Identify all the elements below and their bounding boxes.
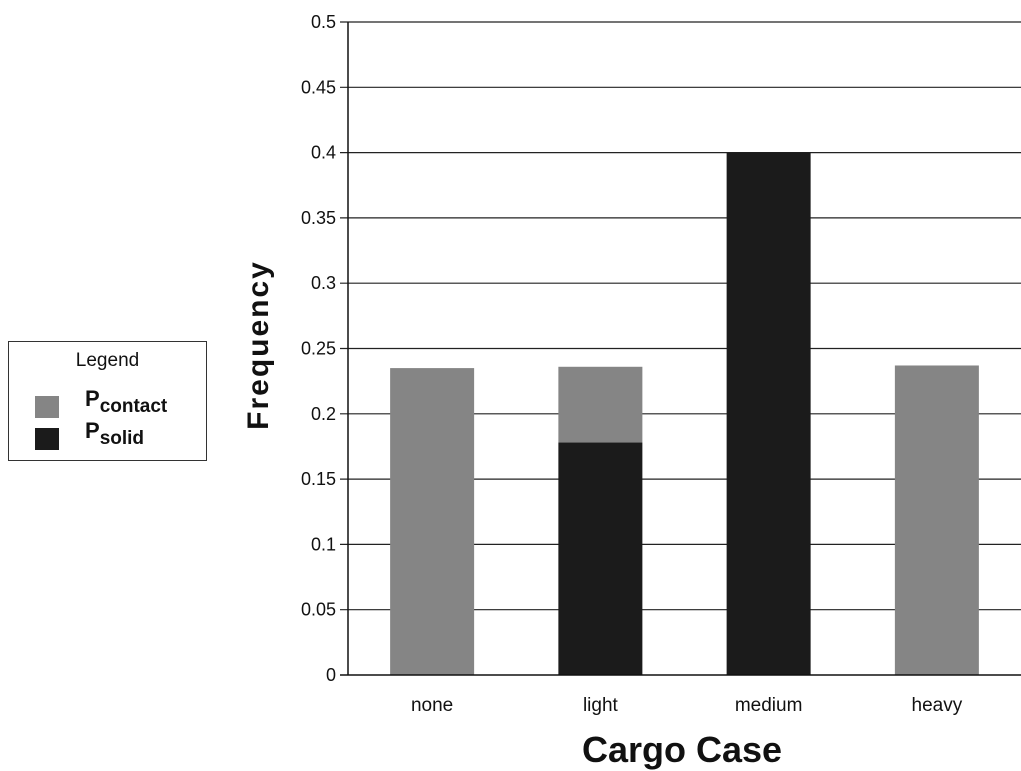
legend-label-contact: Pcontact [85,386,168,417]
y-tick-label: 0.25 [301,339,336,359]
y-tick-label: 0.35 [301,208,336,228]
legend-swatch-solid [35,428,59,450]
axes [340,22,1021,676]
bar-none-p-contact [390,368,475,675]
bar-medium-p-solid [726,152,811,676]
x-tick-labels: none light medium heavy [411,695,963,716]
x-tick-label: medium [735,695,803,716]
y-tick-label: 0.05 [301,600,336,620]
bar-heavy-p-contact [894,365,979,675]
y-tick-label: 0.5 [311,12,336,32]
bars [390,152,979,676]
y-axis-title: Frequency [242,260,275,430]
legend-swatch-contact [35,396,59,418]
y-tick-label: 0 [326,665,336,685]
x-tick-label: light [583,695,619,716]
y-tick-labels: 0 0.05 0.1 0.15 0.2 0.25 0.3 0.35 0.4 0.45 0.5 [301,12,336,685]
legend-label-solid: Psolid [85,418,145,449]
bar-light-p-contact [558,366,643,443]
y-tick-label: 0.1 [311,534,336,554]
y-tick-label: 0.2 [311,404,336,424]
bar-light-p-solid [558,442,643,675]
legend: Legend Pcontact Psolid [8,341,207,461]
x-axis-title: Cargo Case [582,729,782,770]
y-tick-label: 0.15 [301,469,336,489]
y-tick-label: 0.3 [311,273,336,293]
x-tick-label: heavy [912,695,963,716]
legend-title: Legend [75,350,140,371]
x-tick-label: none [411,695,453,716]
y-tick-label: 0.4 [311,143,336,163]
y-tick-label: 0.45 [301,77,336,97]
